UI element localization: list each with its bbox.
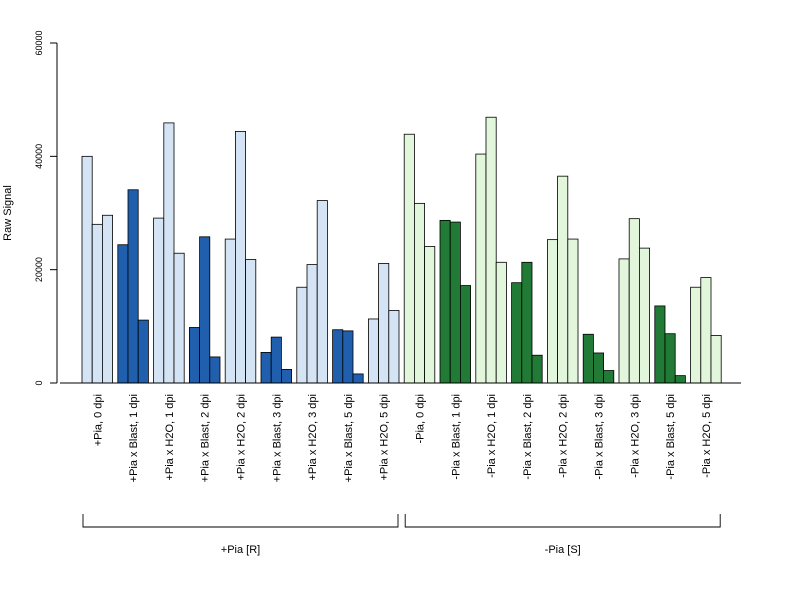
bar-5-2 [280,368,292,384]
bar-12-1 [521,261,533,384]
bar-3-1 [199,236,211,384]
bar-4-0 [224,238,236,384]
bar-9-2 [424,246,436,384]
bar-2-0 [153,217,165,384]
category-label-13: -Pia x H2O, 2 dpi [558,394,570,478]
category-label-15: -Pia x H2O, 3 dpi [629,394,641,478]
bar-7-1 [342,330,354,384]
bar-16-0 [654,305,666,384]
category-label-17: -Pia x H2O, 5 dpi [701,394,713,478]
bar-8-0 [367,318,379,384]
bar-4-2 [245,259,257,384]
category-label-16: -Pia x Blast, 5 dpi [665,394,677,480]
category-label-2: +Pia x H2O, 1 dpi [164,394,176,481]
bar-6-0 [296,286,308,384]
group-bracket-1 [404,514,721,528]
bar-1-0 [117,244,129,384]
bar-4-1 [234,130,246,384]
bar-0-1 [91,223,103,384]
bar-12-0 [511,282,523,384]
bar-16-1 [664,333,676,384]
bar-12-2 [531,354,543,384]
bar-6-2 [316,200,328,384]
bar-8-2 [388,310,400,384]
bar-17-1 [700,277,712,384]
group-label-1: -Pia [S] [545,544,581,556]
bar-13-2 [567,238,579,384]
bar-6-1 [306,264,318,384]
y-axis: 0 20000 40000 60000 [34,30,58,386]
y-tick-label-0: 0 [34,380,44,385]
bar-11-1 [485,116,497,384]
category-label-3: +Pia x Blast, 2 dpi [200,394,212,482]
bar-17-0 [690,286,702,384]
category-label-5: +Pia x Blast, 3 dpi [271,394,283,482]
bar-5-0 [260,351,272,384]
group-bracket-0 [82,514,399,528]
y-tick-label-3: 60000 [34,30,44,55]
category-label-6: +Pia x H2O, 3 dpi [307,394,319,481]
bar-15-2 [639,247,651,384]
bar-0-2 [102,214,114,384]
bar-7-2 [352,373,364,384]
category-labels: +Pia, 0 dpi +Pia x Blast, 1 dpi +Pia x H2O… [92,394,713,482]
bar-7-0 [332,329,344,384]
bar-8-1 [378,263,390,384]
bar-10-2 [459,285,471,384]
bar-17-2 [710,334,722,384]
group-brackets: +Pia [R] -Pia [S] [82,514,721,556]
bar-1-2 [137,319,149,384]
category-label-11: -Pia x H2O, 1 dpi [486,394,498,478]
category-label-9: -Pia, 0 dpi [415,394,427,444]
category-label-4: +Pia x H2O, 2 dpi [236,394,248,481]
category-label-1: +Pia x Blast, 1 dpi [128,394,140,482]
bar-2-1 [163,122,175,384]
bar-10-1 [449,221,461,384]
bar-13-1 [557,175,569,384]
bar-15-1 [628,218,640,384]
category-label-12: -Pia x Blast, 2 dpi [522,394,534,480]
bar-14-2 [603,370,615,384]
bar-2-2 [173,252,185,384]
bar-10-0 [439,219,451,384]
category-label-10: -Pia x Blast, 1 dpi [450,394,462,480]
category-label-14: -Pia x Blast, 3 dpi [594,394,606,480]
group-label-0: +Pia [R] [221,544,260,556]
y-tick-label-1: 20000 [34,257,44,282]
y-tick-label-2: 40000 [34,144,44,169]
bar-0-0 [81,155,93,384]
bar-3-2 [209,356,221,384]
bar-3-0 [188,327,200,384]
y-axis-title: Raw Signal [2,185,14,241]
bar-14-1 [593,352,605,384]
bar-13-0 [547,239,559,384]
bar-9-1 [413,202,425,384]
bar-15-0 [618,258,630,384]
bar-14-0 [582,333,594,384]
category-label-0: +Pia, 0 dpi [92,394,104,446]
bars [81,116,722,384]
bar-16-2 [674,375,686,384]
bar-11-2 [495,261,507,384]
bar-1-1 [127,189,139,384]
category-label-8: +Pia x H2O, 5 dpi [379,394,391,481]
bar-11-0 [475,153,487,384]
category-label-7: +Pia x Blast, 5 dpi [343,394,355,482]
bar-9-0 [403,133,415,384]
bar-5-1 [270,336,282,384]
